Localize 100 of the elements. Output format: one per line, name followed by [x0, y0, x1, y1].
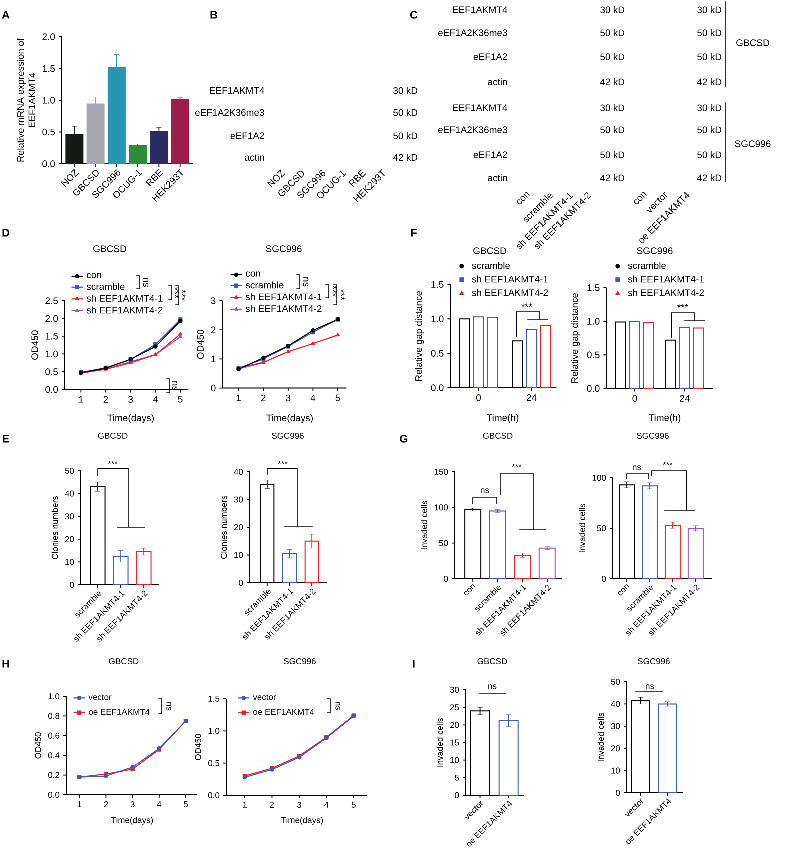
y-tick-label: 40	[234, 468, 244, 475]
y-tick-label: 3	[211, 298, 216, 304]
y-axis-title: OD450	[195, 734, 202, 760]
text: ns	[303, 278, 309, 287]
chart-title: SGC996	[637, 432, 669, 440]
text: ns	[633, 466, 642, 470]
text: ns	[143, 278, 149, 288]
category-label: actin	[488, 78, 508, 86]
y-tick-label: 10	[450, 757, 460, 764]
x-tick-label: 2	[104, 802, 108, 808]
y-tick-label: 30	[611, 723, 620, 730]
y-tick-label: 40	[65, 490, 74, 497]
category-label: 30 kD	[394, 87, 418, 94]
y-tick-label: 0.0	[48, 792, 60, 798]
chart-title: GBCSD	[478, 658, 508, 664]
x-axis-title: Time(days)	[108, 414, 154, 424]
y-tick-label: 0.0	[587, 385, 600, 392]
x-tick-label: 3	[286, 394, 291, 402]
y-axis-title: Clonies numbers	[220, 496, 228, 559]
y-tick-label: 2	[211, 326, 216, 334]
chart-title: GBCSD	[474, 248, 506, 254]
legend-label: sh EEF1AKMT4-2	[472, 289, 548, 296]
annotation: ns	[481, 488, 490, 494]
y-axis-title: Invaded cells	[579, 504, 586, 553]
y-tick-label: 0.0	[208, 792, 220, 798]
chart-title: GBCSD	[98, 432, 128, 439]
x-tick-label: 0	[632, 395, 638, 402]
chart-title: SGC996	[284, 658, 316, 664]
y-tick-label: 30	[450, 686, 460, 693]
y-tick-label: 10	[234, 552, 244, 558]
y-tick-label: 1.0	[588, 318, 600, 325]
text: F	[411, 229, 417, 237]
text: C	[410, 11, 418, 19]
y-tick-label: 0.6	[48, 732, 60, 739]
chart-title: GBCSD	[94, 246, 126, 252]
category-label: 50 kD	[394, 109, 418, 116]
y-tick-label: 1.5	[46, 333, 58, 340]
annotation: ns	[646, 684, 654, 690]
x-tick-label: 5	[178, 396, 183, 403]
x-tick-label: 1	[78, 802, 82, 808]
y-tick-label: 10	[66, 559, 74, 566]
text: ***	[182, 290, 186, 301]
category-label: 30 kD	[698, 6, 722, 14]
x-tick-label: 5	[184, 802, 188, 808]
x-tick-label: 5	[352, 802, 356, 808]
y-axis-title: Invaded cells	[421, 501, 428, 550]
x-axis-title: Time(h)	[487, 414, 519, 424]
y-tick-label: 0	[239, 580, 244, 586]
category-label: actin	[245, 154, 264, 161]
chart-title: SGC996	[272, 432, 304, 439]
y-tick-label: 1.0	[208, 728, 220, 734]
x-tick-label: 3	[130, 802, 135, 808]
text: ns	[488, 684, 497, 690]
y-tick-label: 1.0	[48, 693, 60, 700]
text: B	[210, 11, 218, 19]
y-tick-label: 1.5	[588, 284, 600, 292]
y-axis-title: Invaded cells	[598, 713, 604, 762]
text: A	[2, 11, 10, 19]
legend-label: sh EEF1AKMT4-2	[628, 289, 704, 296]
category-label: 50 kD	[698, 54, 722, 60]
y-axis-title: Invaded cells	[436, 718, 444, 767]
category-label: 42 kD	[600, 174, 625, 182]
y-tick-label: 30	[234, 496, 244, 503]
y-tick-label: 50	[65, 468, 74, 474]
y-tick-label: 0.4	[48, 752, 60, 759]
y-tick-label: 1.5	[208, 696, 220, 702]
y-tick-label: 50	[597, 525, 606, 532]
text: ***	[663, 462, 673, 466]
legend-label: oe EEF1AKMT4	[89, 709, 150, 716]
y-tick-label: 100	[434, 504, 448, 511]
y-tick-label: 0.5	[208, 760, 220, 766]
text: SGC996	[735, 140, 771, 148]
y-tick-label: 0	[211, 384, 216, 392]
y-tick-label: 1.0	[42, 97, 56, 104]
legend-label: con	[246, 272, 260, 277]
legend-label: scramble	[472, 262, 510, 270]
y-tick-label: 0	[444, 576, 448, 582]
category-label: 42 kD	[697, 78, 722, 86]
text: H	[2, 660, 10, 668]
x-tick-label: 3	[128, 396, 134, 403]
y-tick-label: 5	[455, 774, 460, 781]
chart-title: SGC996	[266, 246, 302, 252]
legend-label: sh EEF1AKMT4-1	[472, 276, 548, 283]
y-tick-label: 15	[450, 740, 460, 746]
y-axis-title: OD450	[197, 330, 204, 360]
category-label: 42 kD	[393, 154, 418, 161]
x-tick-label: 24	[680, 395, 690, 402]
text: D	[2, 229, 10, 237]
y-tick-label: 20	[65, 536, 74, 542]
y-tick-label: 0.0	[42, 160, 56, 168]
y-tick-label: 40	[611, 701, 620, 708]
category-label: EEF1AKMT4	[453, 6, 508, 14]
y-tick-label: 1.5	[42, 65, 56, 72]
y-axis-title: OD450	[32, 330, 38, 360]
legend-label: vector	[253, 694, 276, 700]
category-label: 42 kD	[600, 78, 625, 86]
y-tick-label: 20	[450, 722, 460, 728]
text: I	[413, 660, 415, 668]
text: GBCSD	[736, 40, 770, 46]
y-tick-label: 0.8	[48, 713, 60, 720]
